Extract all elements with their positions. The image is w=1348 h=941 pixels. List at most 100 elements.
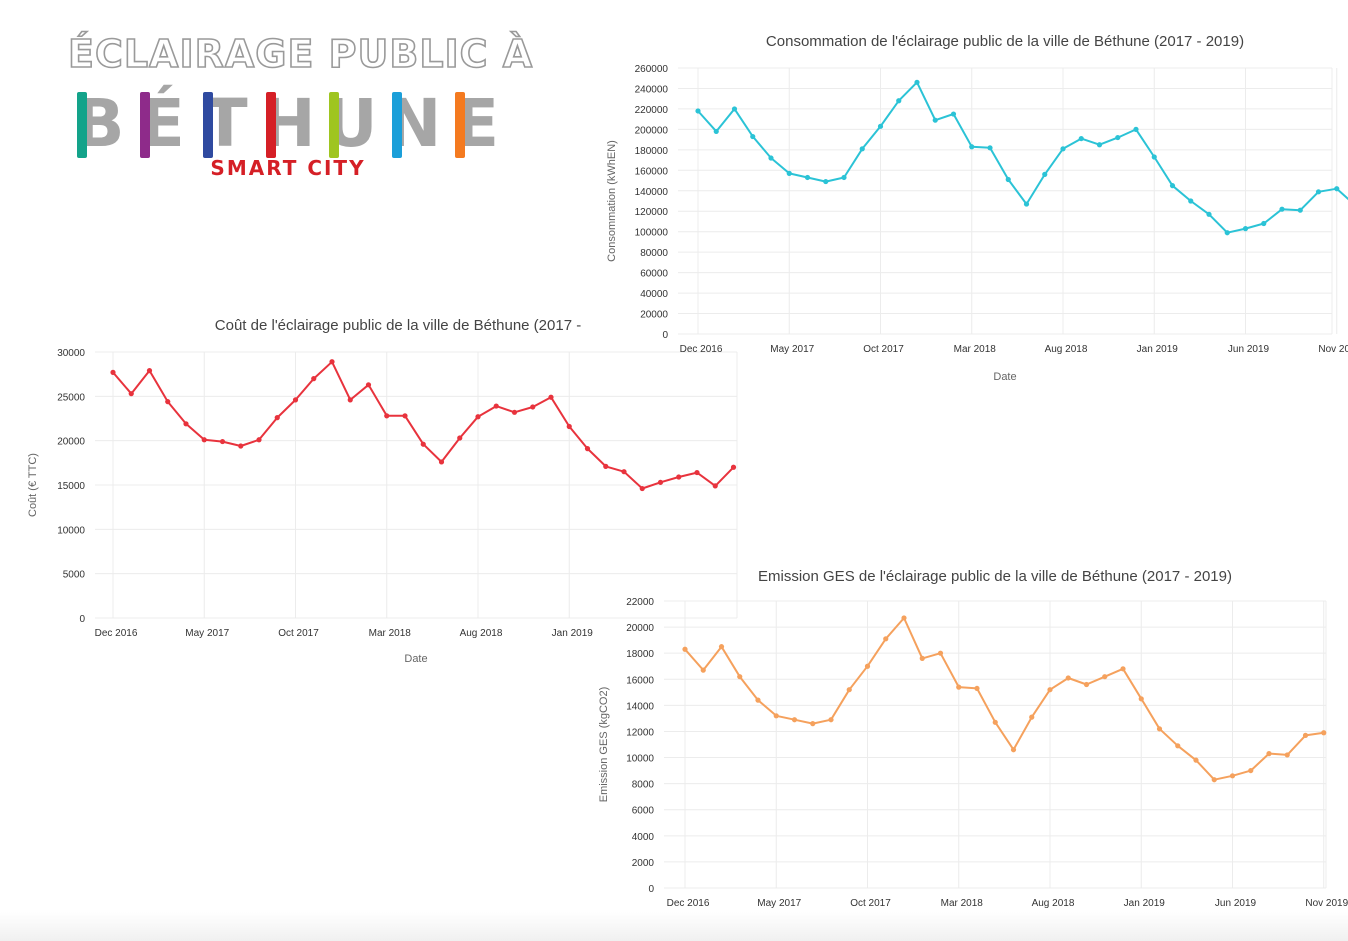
ges-data-point (773, 713, 779, 719)
x-tick-label: Jan 2019 (1124, 898, 1166, 909)
conso-data-point (914, 79, 920, 85)
y-tick-label: 8000 (632, 780, 655, 791)
conso-data-point (1206, 211, 1212, 217)
cost-data-point (384, 413, 390, 419)
conso-data-point (877, 123, 884, 129)
y-tick-label: 5000 (63, 570, 86, 581)
cost-data-point (420, 441, 426, 447)
ges-gridlines (664, 600, 1327, 889)
cost-data-point (256, 437, 262, 443)
cost-data-point (110, 369, 116, 375)
cost-data-point (566, 423, 572, 430)
logo-letter: U (324, 85, 378, 162)
x-tick-label: Mar 2018 (954, 344, 997, 355)
cost-data-point (238, 443, 244, 449)
cost-data-point (201, 437, 207, 443)
logo-color-bar (266, 92, 276, 158)
x-tick-label: Nov 2019 (1305, 898, 1348, 909)
ges-data-point (828, 717, 834, 723)
cost-data-point (530, 404, 536, 410)
logo-letter: N (386, 85, 442, 162)
y-tick-label: 80000 (640, 248, 668, 259)
cost-data-point (165, 399, 171, 405)
x-tick-label: Dec 2016 (680, 344, 723, 355)
ges-data-point (755, 697, 761, 703)
ges-data-point (937, 650, 944, 656)
y-tick-label: 200000 (635, 125, 669, 136)
y-tick-label: 0 (79, 614, 85, 625)
ges-data-point (1029, 714, 1035, 720)
y-tick-label: 2000 (632, 858, 655, 869)
conso-data-point (1042, 171, 1048, 177)
conso-data-point (1060, 146, 1066, 152)
conso-data-point (731, 106, 738, 112)
cost-data-point (511, 409, 518, 415)
ges-data-point (1010, 747, 1017, 753)
ges-data-point (810, 721, 816, 727)
ges-data-point (791, 717, 798, 723)
conso-data-point (1169, 183, 1176, 189)
logo-letter: B (74, 85, 125, 162)
conso-data-point (1261, 220, 1267, 227)
logo-title-line: ÉCLAIRAGE PUBLIC À (67, 31, 534, 77)
conso-data-point (804, 174, 811, 181)
ges-data-point (1102, 674, 1108, 680)
ges-data-point (974, 685, 980, 692)
x-tick-label: Aug 2018 (460, 628, 503, 639)
ges-data-point (1120, 666, 1126, 672)
conso-data-point (896, 98, 902, 104)
ges-data-point (1321, 730, 1327, 736)
conso-data-point (1297, 207, 1303, 213)
conso-data-point (695, 108, 701, 114)
y-tick-label: 40000 (640, 289, 668, 300)
ges-data-point (919, 655, 925, 661)
cost-y-axis-title: Coût (€ TTC) (27, 453, 39, 517)
logo-letter: E (454, 85, 500, 162)
x-tick-label: Dec 2016 (667, 898, 710, 909)
y-tick-label: 140000 (635, 187, 669, 198)
y-tick-label: 18000 (626, 649, 654, 660)
conso-data-point (823, 178, 829, 185)
logo-letter: T (202, 85, 248, 162)
ges-data-point (1175, 743, 1181, 749)
conso-data-point (932, 117, 938, 123)
cost-data-point (694, 469, 700, 476)
ges-series-line (684, 617, 1324, 781)
logo-color-bar (77, 92, 88, 158)
y-tick-label: 160000 (635, 166, 669, 177)
ges-data-point (956, 684, 962, 690)
x-tick-label: Jun 2019 (1228, 344, 1270, 355)
cost-data-point (146, 368, 153, 374)
x-tick-label: Aug 2018 (1045, 344, 1088, 355)
x-tick-label: Nov 2019 (1318, 344, 1348, 355)
cost-data-point (365, 382, 372, 388)
logo-letter: H (260, 85, 316, 162)
conso-data-point (713, 128, 719, 135)
cost-data-point (493, 403, 499, 409)
cost-data-point (457, 435, 463, 441)
conso-data-point (969, 144, 975, 150)
consumption-chart: 0 20000 40000 60000 80000 100000 120000 140000 1… (590, 20, 1348, 400)
logo-color-bar (140, 92, 151, 158)
ges-data-point (737, 674, 743, 680)
consumption-chart-svg: 0 20000 40000 60000 80000 100000 120000 140000 1… (606, 33, 1348, 383)
ges-data-point (883, 636, 889, 642)
x-tick-label: May 2017 (770, 344, 814, 355)
y-tick-label: 16000 (626, 675, 654, 686)
ges-data-point (992, 719, 998, 725)
ges-y-axis-title: Emission GES (kgCO2) (598, 687, 610, 803)
ges-data-point (700, 667, 706, 673)
ges-chart-title: Emission GES de l'éclairage public de la… (758, 568, 1232, 585)
conso-data-point (1133, 126, 1139, 132)
conso-data-point (786, 170, 792, 176)
x-tick-label: Dec 2016 (95, 628, 138, 639)
ges-data-point (682, 646, 688, 652)
ges-data-point (901, 615, 907, 621)
cost-data-point (128, 391, 134, 397)
ges-data-point (1229, 773, 1236, 779)
ges-data-point (1065, 675, 1071, 681)
x-tick-label: Jan 2019 (552, 628, 594, 639)
cost-data-point (347, 397, 353, 403)
